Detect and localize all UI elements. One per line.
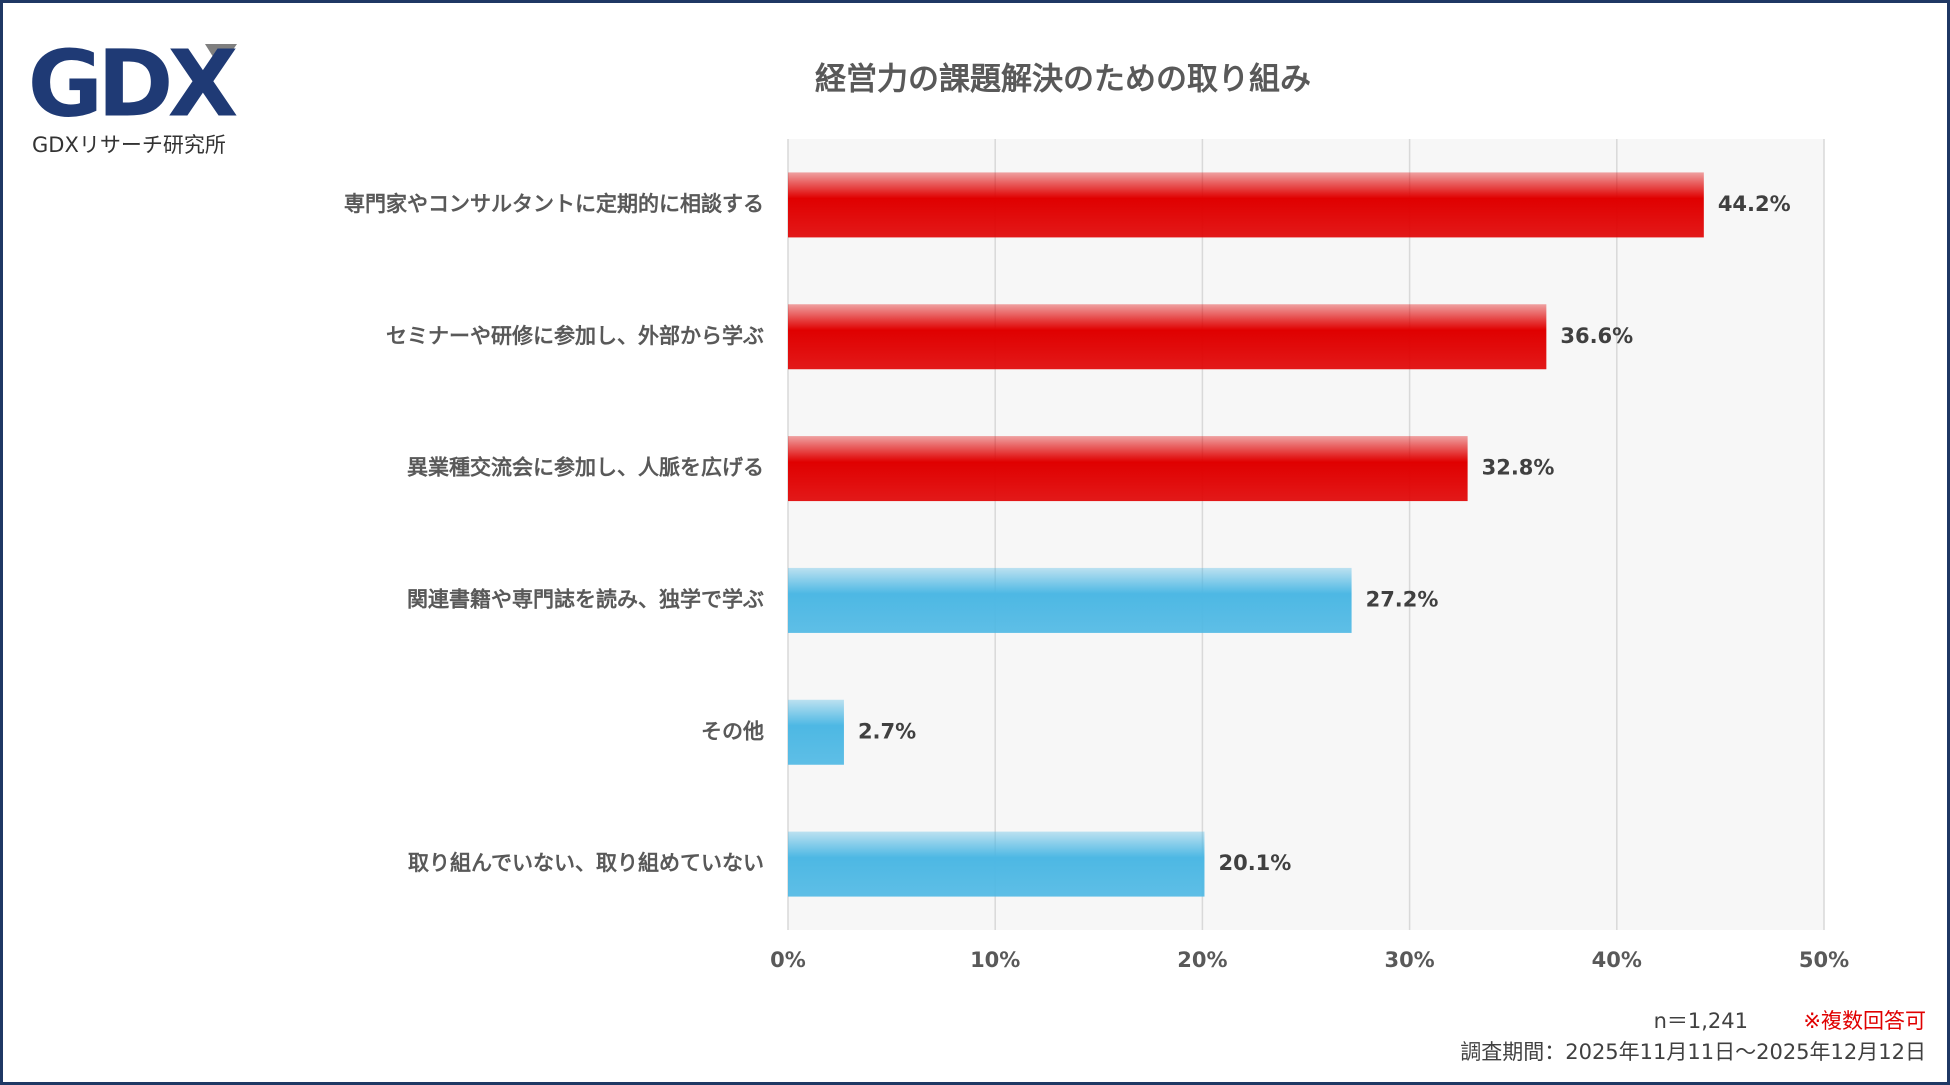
bar (788, 567, 1352, 633)
logo-accent (205, 44, 237, 68)
y-tick-label: 異業種交流会に参加し、人脈を広げる (407, 456, 764, 480)
x-tick-label: 50% (1799, 948, 1849, 972)
y-tick-label: セミナーや研修に参加し、外部から学ぶ (386, 324, 764, 348)
y-tick-label: 取り組んでいない、取り組めていない (408, 851, 764, 875)
y-tick-label: 関連書籍や専門誌を読み、独学で学ぶ (407, 587, 764, 611)
x-tick-label: 20% (1177, 948, 1227, 972)
sample-size: n＝1,241 (1654, 1009, 1748, 1033)
value-label: 44.2% (1718, 192, 1791, 216)
logo: GDX GDXリサーチ研究所 (28, 30, 244, 157)
value-label: 32.8% (1482, 456, 1555, 480)
bar (788, 699, 844, 765)
logo-mark: GDX (28, 30, 238, 137)
bar (788, 831, 1205, 897)
y-tick-label: 専門家やコンサルタントに定期的に相談する (344, 192, 764, 216)
bar (788, 172, 1704, 238)
y-tick-label: その他 (701, 719, 764, 743)
x-tick-label: 0% (770, 948, 806, 972)
logo-caption: GDXリサーチ研究所 (32, 133, 226, 157)
x-tick-label: 30% (1384, 948, 1434, 972)
multiple-note: ※複数回答可 (1803, 1009, 1926, 1033)
value-label: 27.2% (1366, 587, 1439, 611)
x-tick-label: 10% (970, 948, 1020, 972)
value-label: 20.1% (1218, 851, 1291, 875)
value-label: 36.6% (1560, 324, 1633, 348)
value-label: 2.7% (858, 719, 916, 743)
x-tick-label: 40% (1592, 948, 1642, 972)
plot-area (788, 139, 1824, 930)
survey-period: 調査期間：2025年11月11日～2025年12月12日 (1460, 1040, 1926, 1064)
chart-title: 経営力の課題解決のための取り組み (815, 62, 1311, 98)
bar (788, 304, 1547, 370)
bar (788, 436, 1468, 502)
